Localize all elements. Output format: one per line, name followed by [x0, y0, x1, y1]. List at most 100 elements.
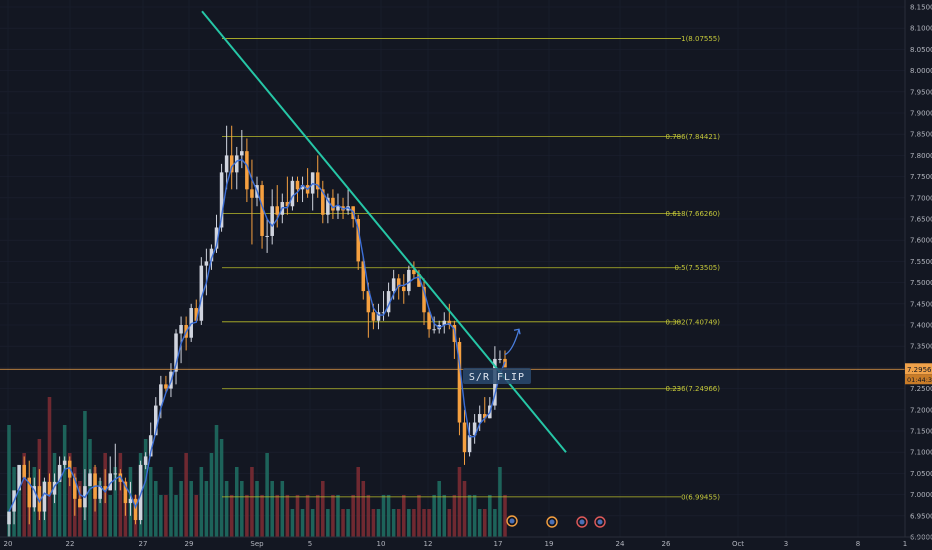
- y-tick-label: 7.45000: [910, 300, 932, 308]
- fib-level-label: 0.786(7.84421): [666, 133, 721, 141]
- candle-body: [27, 477, 32, 508]
- candle-body: [7, 511, 11, 525]
- x-tick-label: 20: [4, 540, 13, 548]
- x-tick-label: 29: [185, 540, 194, 548]
- volume-bar: [148, 467, 153, 537]
- volume-bar: [240, 481, 244, 537]
- candle-body: [402, 286, 406, 292]
- candle-body: [148, 435, 153, 457]
- volume-bar: [341, 509, 345, 537]
- volume-bar: [290, 509, 295, 537]
- volume-bar: [402, 495, 406, 537]
- candle-body: [123, 481, 128, 504]
- y-tick-label: 7.80000: [910, 152, 932, 160]
- moving-average-line: [8, 158, 506, 512]
- candle-body: [427, 312, 431, 330]
- candle-body: [240, 151, 244, 156]
- volume-bar: [310, 509, 315, 537]
- candle-body: [229, 155, 234, 173]
- ma-line: [8, 158, 506, 512]
- volume-bar: [285, 495, 290, 537]
- volume-bar: [305, 495, 310, 537]
- candle-body: [260, 185, 264, 236]
- volume-bar: [462, 481, 467, 537]
- x-tick-label: 24: [616, 540, 625, 548]
- x-tick-label: 3: [784, 540, 788, 548]
- candle-body: [32, 486, 37, 508]
- time-axis[interactable]: 20 22 27 29 Sep 5 10 12 17 19 24 26 Oct 3 8 1: [0, 536, 932, 548]
- candle-body: [422, 286, 426, 313]
- candle-body: [42, 481, 47, 512]
- y-tick-label: 7.10000: [910, 449, 932, 457]
- candle-body: [412, 269, 416, 275]
- candle-body: [356, 219, 360, 262]
- volume-bar: [219, 439, 224, 537]
- volume-bar: [108, 495, 112, 537]
- candle-body: [391, 278, 396, 292]
- volume-bar: [255, 481, 259, 537]
- fib-level-label: 0.382(7.40749): [666, 318, 721, 326]
- candle-body: [245, 151, 249, 190]
- volume-bar: [250, 467, 254, 537]
- candle-body: [285, 202, 290, 207]
- volume-bar: [275, 495, 280, 537]
- volume-bar: [498, 467, 502, 537]
- volume-bar: [189, 481, 193, 537]
- volume-bar: [386, 495, 391, 537]
- volume-bar: [422, 509, 426, 537]
- volume-bar: [164, 495, 168, 537]
- candle-body: [37, 486, 42, 512]
- candle-body: [138, 464, 143, 521]
- y-tick-label: 7.70000: [910, 194, 932, 202]
- arrow-head: [513, 328, 521, 335]
- volume-bar: [503, 495, 507, 537]
- y-tick-label: 7.25000: [910, 385, 932, 393]
- candle-body: [442, 320, 447, 325]
- y-tick-label: 7.85000: [910, 131, 932, 139]
- candle-body: [214, 227, 219, 249]
- volume-bar: [78, 481, 82, 537]
- y-tick-label: 7.75000: [910, 173, 932, 181]
- candle-body: [174, 333, 178, 372]
- x-tick-label: 17: [494, 540, 503, 548]
- y-tick-label: 8.10000: [910, 25, 932, 33]
- volume-bar: [154, 481, 158, 537]
- candle-body: [331, 197, 335, 211]
- volume-bar: [179, 481, 183, 537]
- volume-bar: [321, 481, 325, 537]
- candle-body: [326, 197, 330, 215]
- volume-bar: [194, 495, 199, 537]
- y-tick-label: 7.15000: [910, 428, 932, 436]
- volume-bar: [280, 481, 285, 537]
- candle-body: [381, 312, 386, 314]
- volume-bar: [234, 467, 239, 537]
- x-tick-label: 12: [424, 540, 433, 548]
- volume-bar: [270, 481, 274, 537]
- volume-bar: [356, 467, 360, 537]
- chart-grid: [0, 0, 906, 538]
- event-markers[interactable]: [506, 515, 606, 528]
- volume-bar: [391, 509, 396, 537]
- sr-flip-label: S/R FLIP: [463, 368, 531, 384]
- volume-bar: [143, 439, 148, 537]
- volume-bar: [159, 495, 163, 537]
- candle-body: [22, 464, 26, 478]
- volume-bar: [199, 467, 204, 537]
- volume-bar: [22, 453, 26, 537]
- volume-bar: [67, 453, 72, 537]
- volume-bar: [224, 481, 229, 537]
- candle-body: [462, 422, 467, 453]
- candle-body: [78, 498, 82, 508]
- y-tick-label: 7.90000: [910, 110, 932, 118]
- price-axis[interactable]: 8.15000 8.10000 8.05000 8.00000 7.95000 7.900…: [904, 0, 932, 542]
- volume-bar: [376, 509, 381, 537]
- candle-body: [270, 206, 274, 236]
- volume-bar: [396, 509, 401, 537]
- x-tick-label: 10: [377, 540, 386, 548]
- candle-body: [52, 481, 57, 495]
- volume-bar: [113, 467, 118, 537]
- volume-bar: [265, 453, 269, 537]
- volume-bar: [371, 509, 376, 537]
- candle-body: [300, 185, 305, 190]
